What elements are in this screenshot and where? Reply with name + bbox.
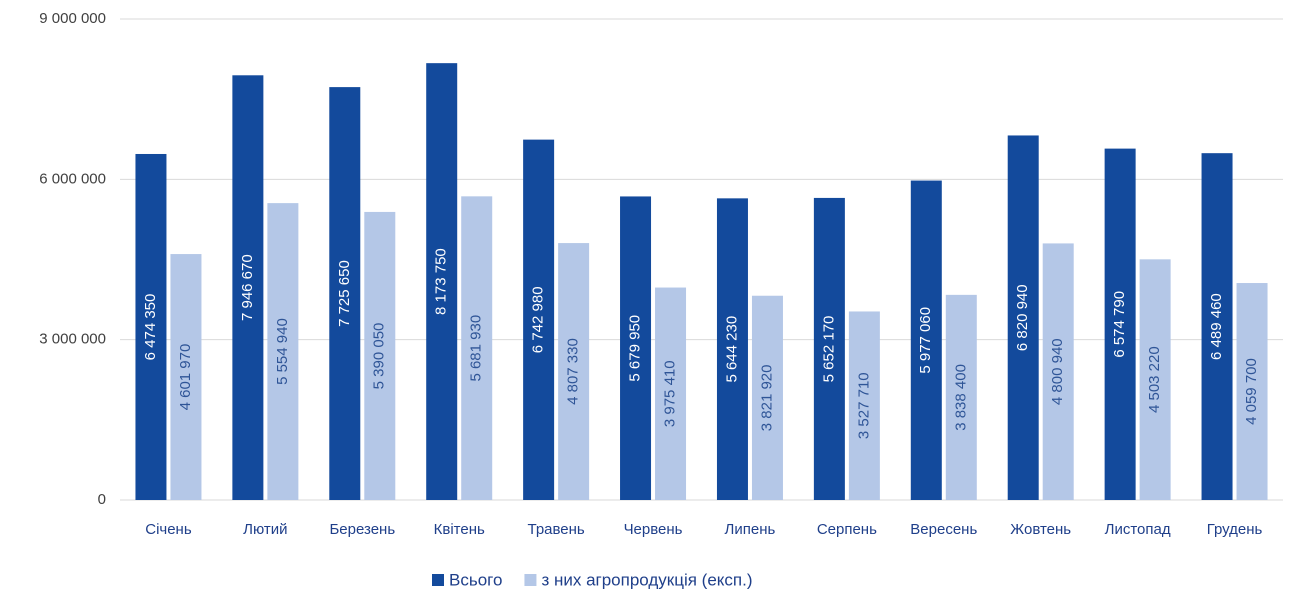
legend-swatch xyxy=(524,574,537,586)
bar xyxy=(848,311,880,500)
bar xyxy=(135,153,167,500)
x-tick-label: Квітень xyxy=(434,521,485,538)
value-label: 3 975 410 xyxy=(662,360,679,427)
value-label: 4 807 330 xyxy=(565,338,582,405)
bar xyxy=(945,294,977,500)
value-label: 6 820 940 xyxy=(1014,284,1031,351)
x-tick-label: Січень xyxy=(145,521,192,538)
bar xyxy=(813,197,845,500)
bar xyxy=(232,75,264,500)
value-label: 5 977 060 xyxy=(917,307,934,374)
value-label: 6 474 350 xyxy=(142,294,159,361)
bar xyxy=(170,254,202,500)
x-tick-label: Травень xyxy=(528,521,585,538)
value-label: 5 390 050 xyxy=(371,323,388,390)
x-tick-label: Червень xyxy=(624,521,683,538)
bar xyxy=(716,198,748,500)
bar xyxy=(751,295,783,500)
bar xyxy=(1139,259,1171,500)
x-tick-label: Липень xyxy=(725,521,776,538)
legend-label: Всього xyxy=(449,570,502,589)
value-label: 6 742 980 xyxy=(530,286,547,353)
bar xyxy=(620,196,652,500)
bar xyxy=(1042,243,1074,500)
x-tick-label: Лютий xyxy=(243,521,287,538)
value-label: 7 725 650 xyxy=(336,260,353,327)
value-label: 4 800 940 xyxy=(1049,338,1066,405)
x-tick-label: Жовтень xyxy=(1010,521,1071,538)
value-label: 5 681 930 xyxy=(468,315,485,382)
x-tick-label: Березень xyxy=(329,521,395,538)
y-tick-label: 3 000 000 xyxy=(39,331,106,348)
bar xyxy=(523,139,555,500)
bar xyxy=(1007,135,1039,500)
x-tick-label: Вересень xyxy=(910,521,977,538)
bar xyxy=(364,211,396,501)
legend-swatch xyxy=(432,574,444,586)
bar xyxy=(461,196,493,501)
bar xyxy=(1236,283,1268,500)
value-label: 3 527 710 xyxy=(855,372,872,439)
y-tick-label: 9 000 000 xyxy=(39,10,106,27)
bar xyxy=(329,87,361,500)
bar xyxy=(655,287,687,500)
value-label: 3 821 920 xyxy=(758,365,775,432)
bar xyxy=(267,203,299,500)
value-label: 4 601 970 xyxy=(177,344,194,411)
legend-label: з них агропродукція (експ.) xyxy=(541,570,752,589)
bar xyxy=(1104,148,1136,500)
value-label: 7 946 670 xyxy=(239,254,256,321)
value-label: 5 644 230 xyxy=(723,316,740,383)
bar xyxy=(1201,153,1233,500)
value-label: 6 574 790 xyxy=(1111,291,1128,358)
value-label: 6 489 460 xyxy=(1208,293,1225,360)
value-label: 8 173 750 xyxy=(433,248,450,315)
value-label: 4 503 220 xyxy=(1146,346,1163,413)
x-tick-label: Листопад xyxy=(1105,521,1171,538)
value-label: 5 679 950 xyxy=(627,315,644,382)
y-tick-label: 0 xyxy=(98,491,106,508)
value-label: 5 554 940 xyxy=(274,318,291,385)
bar xyxy=(558,243,590,500)
x-tick-label: Грудень xyxy=(1207,521,1263,538)
value-label: 3 838 400 xyxy=(952,364,969,431)
x-tick-label: Серпень xyxy=(817,521,877,538)
value-label: 4 059 700 xyxy=(1243,358,1260,425)
bar xyxy=(426,63,458,500)
value-label: 5 652 170 xyxy=(820,316,837,383)
bar xyxy=(910,180,942,501)
y-tick-label: 6 000 000 xyxy=(39,170,106,187)
